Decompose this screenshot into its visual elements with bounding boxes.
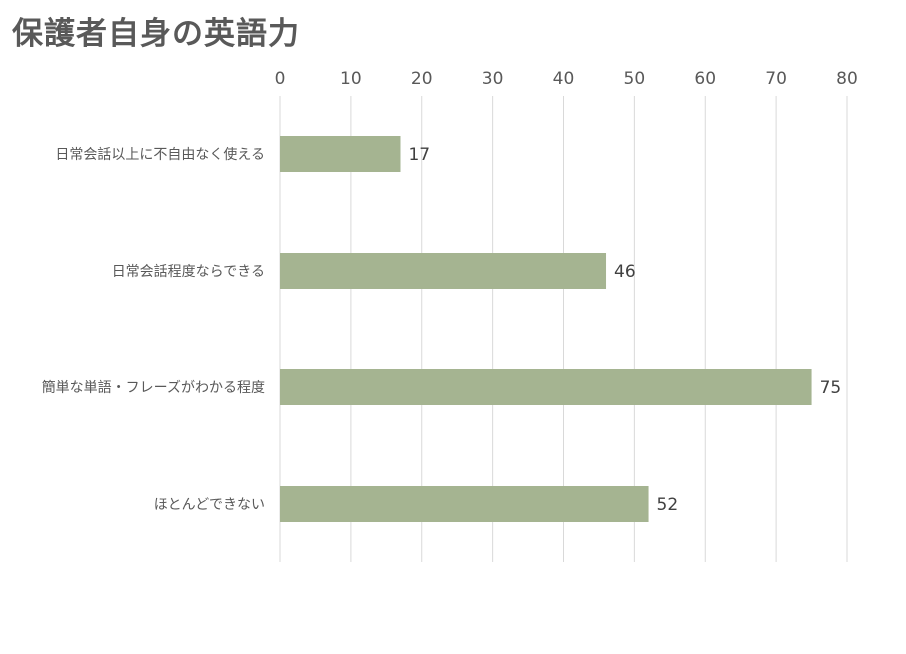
category-label: ほとんどできない [154,497,265,513]
data-labels: 17 46 75 52 [408,145,841,515]
bar-2 [280,369,812,405]
bars [280,136,812,522]
data-label: 46 [614,262,636,282]
x-tick-label: 30 [482,69,504,89]
category-label: 日常会話程度ならできる [112,263,265,280]
x-tick-label: 40 [553,69,575,89]
x-tick-label: 20 [411,69,433,89]
x-tick-label: 70 [765,69,787,89]
x-tick-label: 10 [340,69,362,89]
x-tick-label: 0 [275,69,286,89]
x-axis-ticks: 0 10 20 30 40 50 60 70 80 [275,69,858,89]
data-label: 75 [820,378,842,398]
x-tick-label: 60 [694,69,716,89]
data-label: 52 [657,495,679,515]
bar-0 [280,136,401,172]
category-labels: 日常会話以上に不自由なく使える日常会話程度ならできる簡単な単語・フレーズがわかる… [42,146,265,513]
data-label: 17 [408,145,430,165]
gridlines [279,96,848,562]
category-label: 簡単な単語・フレーズがわかる程度 [42,380,265,396]
chart-title: 保護者自身の英語力 [12,16,300,52]
category-label: 日常会話以上に不自由なく使える [55,146,265,163]
bar-1 [280,253,607,289]
x-tick-label: 80 [836,69,858,89]
bar-3 [280,486,649,522]
x-tick-label: 50 [624,69,646,89]
